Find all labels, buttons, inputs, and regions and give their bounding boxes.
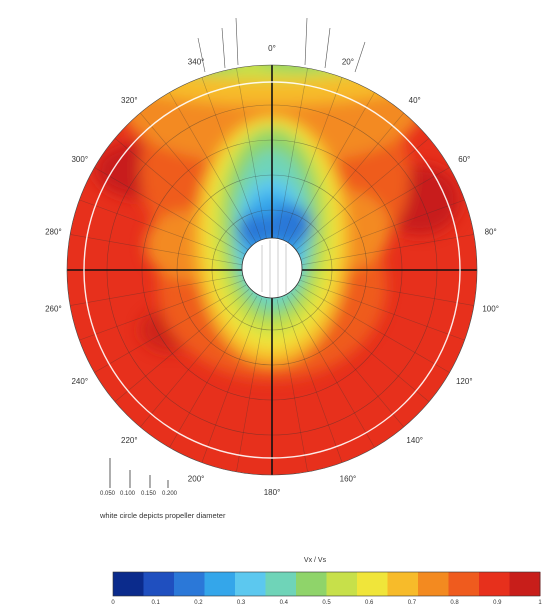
grid-spoke xyxy=(236,68,268,241)
colorbar-tick-label: 0.2 xyxy=(194,600,203,606)
grid-spoke xyxy=(297,167,450,256)
grid-spoke xyxy=(114,289,250,403)
grid-spoke xyxy=(276,68,308,241)
colorbar-cell xyxy=(204,572,236,596)
colorbar-cell xyxy=(113,572,144,596)
colorbar-cell xyxy=(174,572,205,596)
angle-label: 200° xyxy=(188,475,205,484)
scale-label-1: 0.050 xyxy=(100,491,116,497)
top-pointer-lines xyxy=(197,17,366,73)
grid-spoke xyxy=(286,295,375,448)
grid-spoke xyxy=(297,284,450,373)
angle-label: 40° xyxy=(409,96,421,105)
colorbar-cell xyxy=(357,572,388,596)
grid-spoke xyxy=(301,234,474,266)
grid-spoke xyxy=(79,199,244,261)
grid-spoke xyxy=(276,299,308,472)
grid-spoke xyxy=(94,284,247,373)
grid-spoke xyxy=(70,234,243,266)
colorbar-tick-label: 0.6 xyxy=(365,600,374,606)
angle-label: 80° xyxy=(485,227,497,236)
angle-label: 60° xyxy=(458,155,470,164)
grid-spoke xyxy=(301,274,474,306)
hub xyxy=(241,237,303,299)
angle-label: 160° xyxy=(340,475,357,484)
colorbar-cell xyxy=(509,572,541,596)
colorbar-cell xyxy=(143,572,175,596)
colorbar-tick-label: 0.5 xyxy=(322,600,331,606)
colorbar: Vx / Vs 0 0.1 0.2 0.3 0.4 0.5 0.6 0.7 0.8 0.9 1 xyxy=(111,557,542,606)
grid-spoke xyxy=(291,292,405,428)
grid-spoke xyxy=(281,298,343,463)
angle-label: 340° xyxy=(188,57,205,66)
grid-spoke xyxy=(94,167,247,256)
scale-label-3: 0.150 xyxy=(141,491,157,497)
angle-label: 120° xyxy=(456,377,473,386)
colorbar-title: Vx / Vs xyxy=(304,557,327,564)
angle-label: 0° xyxy=(268,44,276,53)
grid-spoke xyxy=(169,295,258,448)
grid-spoke xyxy=(281,77,343,242)
angle-label: 20° xyxy=(342,57,354,66)
angle-label: 220° xyxy=(121,436,138,445)
grid-spoke xyxy=(139,112,253,248)
grid-spoke xyxy=(291,112,405,248)
colorbar-tick-label: 0.1 xyxy=(152,600,161,606)
angle-label: 180° xyxy=(264,488,281,497)
colorbar-cell xyxy=(326,572,358,596)
colorbar-tick-label: 0.7 xyxy=(408,600,417,606)
propeller-diameter-circle xyxy=(83,81,461,459)
grid-spoke xyxy=(114,137,250,251)
angle-label: 320° xyxy=(121,96,138,105)
colorbar-tick-label: 0 xyxy=(111,600,115,606)
colorbar-cell xyxy=(296,572,327,596)
angle-label: 140° xyxy=(406,436,423,445)
grid-spoke xyxy=(294,289,430,403)
colorbar-tick-label: 0.4 xyxy=(280,600,289,606)
angle-label: 300° xyxy=(71,155,88,164)
grid-spoke xyxy=(79,279,244,341)
colorbar-cell xyxy=(387,572,419,596)
colorbar-tick-label: 0.8 xyxy=(450,600,459,606)
propeller-note: white circle depicts propeller diameter xyxy=(99,511,226,520)
grid-spoke xyxy=(294,137,430,251)
angle-label: 280° xyxy=(45,227,62,236)
vector-scale: 0.050 0.100 0.150 0.200 xyxy=(100,458,178,497)
colorbar-tick-label: 1 xyxy=(538,600,542,606)
colorbar-tick-label: 0.9 xyxy=(493,600,502,606)
angle-label: 240° xyxy=(71,377,88,386)
colorbar-cell xyxy=(418,572,449,596)
angle-labels: 0° 20° 40° 60° 80° 100° 120° 140° 160° 180° 200° 22… xyxy=(45,44,499,497)
grid-spoke xyxy=(300,199,465,261)
grid-spoke xyxy=(70,274,243,306)
grid-spoke xyxy=(236,299,268,472)
grid-spoke xyxy=(139,292,253,428)
scale-label-2: 0.100 xyxy=(120,491,136,497)
colorbar-cell xyxy=(265,572,297,596)
grid-spoke xyxy=(300,279,465,341)
grid-spoke xyxy=(286,92,375,245)
grid-spoke xyxy=(201,298,263,463)
grid-spoke xyxy=(169,92,258,245)
colorbar-cell xyxy=(448,572,480,596)
scale-label-4: 0.200 xyxy=(162,491,178,497)
angle-label: 100° xyxy=(482,305,499,314)
grid-spoke xyxy=(201,77,263,242)
colorbar-cell xyxy=(235,572,266,596)
colorbar-tick-label: 0.3 xyxy=(237,600,246,606)
colorbar-cell xyxy=(479,572,510,596)
angle-label: 260° xyxy=(45,305,62,314)
